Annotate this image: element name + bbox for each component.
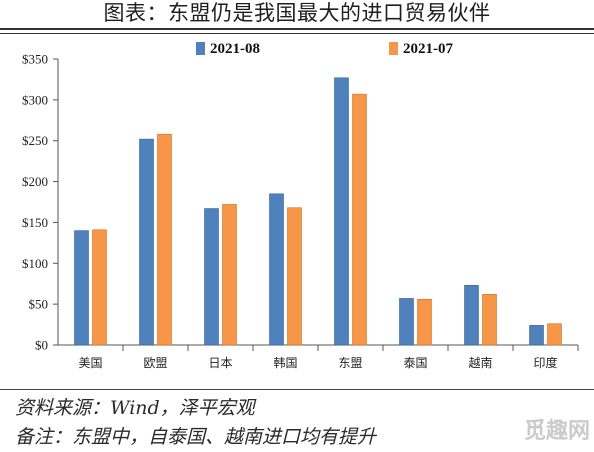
x-tick-label: 印度: [533, 355, 557, 370]
legend-swatch-series-1: [196, 42, 205, 55]
y-tick-label: $200: [22, 174, 48, 189]
x-tick-label: 日本: [208, 356, 232, 370]
y-tick-label: $100: [22, 256, 48, 271]
bar-2021-08-日本: [204, 208, 219, 346]
footer-rule: [0, 389, 594, 390]
legend-item-series-2: 2021-07: [389, 40, 453, 58]
bar-2021-08-东盟: [334, 77, 349, 346]
x-tick-label: 韩国: [273, 355, 297, 370]
bar-2021-07-印度: [547, 323, 562, 346]
legend-swatch-series-2: [389, 42, 398, 55]
bar-2021-07-韩国: [287, 207, 302, 346]
x-tick-label: 越南: [468, 355, 492, 370]
bar-2021-08-欧盟: [139, 138, 154, 346]
bar-2021-08-美国: [74, 230, 89, 346]
bar-2021-07-越南: [482, 294, 497, 346]
watermark-logo: 觅趣网: [523, 419, 590, 444]
source-text: 资料来源：Wind，泽平宏观: [15, 397, 255, 419]
title-rule: [0, 28, 594, 30]
bar-2021-08-越南: [464, 285, 479, 346]
legend-label-series-1: 2021-08: [210, 41, 260, 57]
y-tick-label: $150: [22, 215, 48, 230]
bar-2021-07-泰国: [417, 298, 432, 346]
y-tick-label: $250: [22, 133, 48, 148]
bar-2021-08-泰国: [399, 298, 414, 346]
x-tick-label: 泰国: [403, 356, 427, 370]
bar-chart: $0 $50 $100 $150 $200 $250 $300 $350 美国 欧盟 日本 韩国 东盟 泰…: [22, 52, 579, 370]
x-tick-label: 美国: [78, 356, 102, 370]
bar-2021-07-东盟: [352, 93, 367, 346]
title-rule-thin: [0, 33, 594, 34]
y-tick-label: $50: [29, 297, 49, 312]
y-tick-label: $350: [22, 52, 48, 67]
bar-2021-07-美国: [92, 229, 107, 346]
bar-2021-08-韩国: [269, 193, 284, 346]
legend-label-series-2: 2021-07: [403, 41, 453, 57]
bar-2021-07-欧盟: [157, 133, 172, 346]
page-title: 图表：东盟仍是我国最大的进口贸易伙伴: [103, 1, 491, 25]
legend-item-series-1: 2021-08: [196, 40, 260, 58]
x-tick-label: 欧盟: [143, 356, 167, 370]
bar-2021-08-印度: [529, 325, 544, 346]
bar-2021-07-日本: [222, 204, 237, 346]
y-tick-label: $300: [22, 92, 48, 107]
note-text: 备注：东盟中，自泰国、越南进口均有提升: [15, 426, 377, 448]
y-tick-label: $0: [35, 338, 48, 353]
x-tick-label: 东盟: [338, 356, 362, 370]
